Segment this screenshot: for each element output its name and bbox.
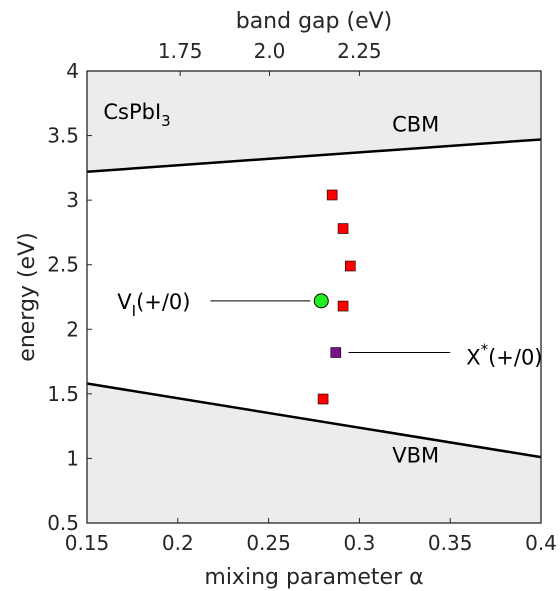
x-tick-label: 0.2 <box>162 531 194 555</box>
data-point <box>337 300 349 312</box>
top-axis-ticks: 1.75 2.0 2.25 <box>158 39 382 76</box>
interstitial-label: X*(+/0) <box>466 341 542 370</box>
data-point <box>337 223 349 234</box>
y-tick-label: 2.5 <box>47 253 79 277</box>
y-tick-label: 1.5 <box>47 382 79 406</box>
vbm-label: VBM <box>392 443 439 467</box>
y-tick-label: 3 <box>66 188 79 212</box>
data-point <box>317 393 329 405</box>
x-tick-label: 0.4 <box>525 531 557 555</box>
x-tick-label: 0.35 <box>428 531 473 555</box>
cbm-line <box>86 138 542 173</box>
top-tick-label: 1.75 <box>158 39 203 63</box>
cbm-label: CBM <box>392 113 439 137</box>
plot-frame <box>86 70 542 524</box>
x-tick-label: 0.15 <box>65 531 110 555</box>
x-tick-label: 0.3 <box>343 531 375 555</box>
vacancy-label: VI(+/0) <box>117 290 190 320</box>
y-tick-label: 3.5 <box>47 124 79 148</box>
data-point <box>330 347 342 358</box>
top-tick-label: 2.0 <box>254 39 286 63</box>
valence-band-region <box>87 383 541 523</box>
y-tick-label: 0.5 <box>47 511 79 535</box>
x-axis-ticks: 0.15 0.2 0.25 0.3 0.35 0.4 <box>65 518 557 555</box>
material-label: CsPbI3 <box>103 100 170 130</box>
data-point <box>345 260 356 272</box>
x-axis-title: mixing parameter α <box>204 565 423 590</box>
top-tick-label: 2.25 <box>337 39 382 63</box>
y-tick-label: 2 <box>66 317 79 341</box>
y-axis-title: energy (eV) <box>15 232 40 361</box>
top-axis-title: band gap (eV) <box>236 9 393 34</box>
vbm-line <box>86 382 542 459</box>
x-tick-label: 0.25 <box>246 531 291 555</box>
y-tick-label: 1 <box>66 446 79 470</box>
data-markers <box>313 189 356 405</box>
data-point <box>326 189 338 201</box>
data-point <box>313 293 329 309</box>
y-axis-ticks: 0.5 1 1.5 2 2.5 3 3.5 4 <box>47 59 92 535</box>
y-tick-label: 4 <box>66 59 79 83</box>
